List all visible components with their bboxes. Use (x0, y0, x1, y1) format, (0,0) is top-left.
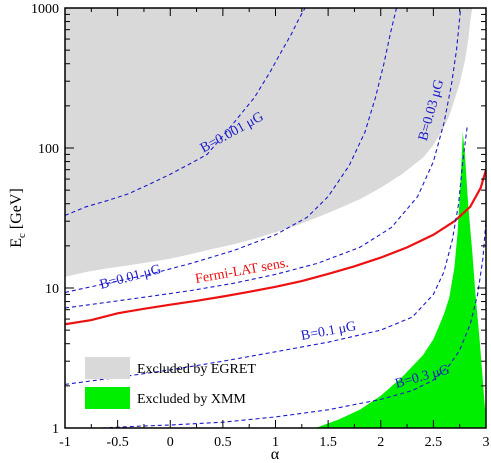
series-b-0-1-g (65, 127, 468, 385)
axis-tick-labels: -1 -0.5 0 0.5 1 1.5 2 2.5 3 1 10 100 1000 (31, 2, 490, 450)
x-axis-title: α (271, 446, 280, 463)
series-b-0-03-g (65, 8, 462, 309)
y-tick-label: 10 (45, 282, 59, 297)
region-excluded-by-xmm (315, 132, 486, 428)
excluded-regions (65, 8, 486, 428)
series-b-0-3-g (101, 221, 486, 428)
annotation-b-0-1-g: B=0.1 μG (300, 319, 358, 344)
series-b-0-01-g (65, 8, 398, 293)
legend-swatch-excluded-by-xmm (85, 387, 130, 409)
legend-label-excluded-by-xmm: Excluded by XMM (137, 392, 246, 407)
x-tick-label: 2.5 (425, 435, 443, 450)
series-b-0-001-g (65, 8, 306, 216)
x-tick-label: -0.5 (107, 435, 129, 450)
series-fermi-lat-sens (65, 169, 486, 326)
y-axis-title-main: E (8, 238, 25, 248)
y-tick-label: 1 (52, 422, 59, 437)
series-curves (65, 8, 486, 428)
x-tick-label: 0.5 (214, 435, 232, 450)
annotation-fermi-lat-sens: Fermi-LAT sens. (194, 256, 290, 287)
y-tick-label: 100 (38, 142, 59, 157)
x-tick-label: 0 (167, 435, 174, 450)
axis-ticks (64, 7, 487, 429)
legend: Excluded by EGRET Excluded by XMM (85, 357, 256, 409)
x-tick-label: -1 (59, 435, 71, 450)
x-tick-label: 3 (483, 435, 490, 450)
y-axis-title: Ec [GeV] (8, 188, 28, 248)
legend-label-excluded-by-egret: Excluded by EGRET (137, 362, 256, 377)
y-tick-label: 1000 (31, 2, 59, 17)
x-tick-label: 2 (377, 435, 384, 450)
y-axis-title-unit: [GeV] (8, 188, 25, 233)
legend-swatch-excluded-by-egret (85, 357, 130, 379)
region-excluded-by-egret (65, 8, 473, 277)
y-axis-title-sub: c (16, 233, 28, 238)
x-tick-label: 1.5 (319, 435, 337, 450)
x-tick-label: 1 (272, 435, 279, 450)
